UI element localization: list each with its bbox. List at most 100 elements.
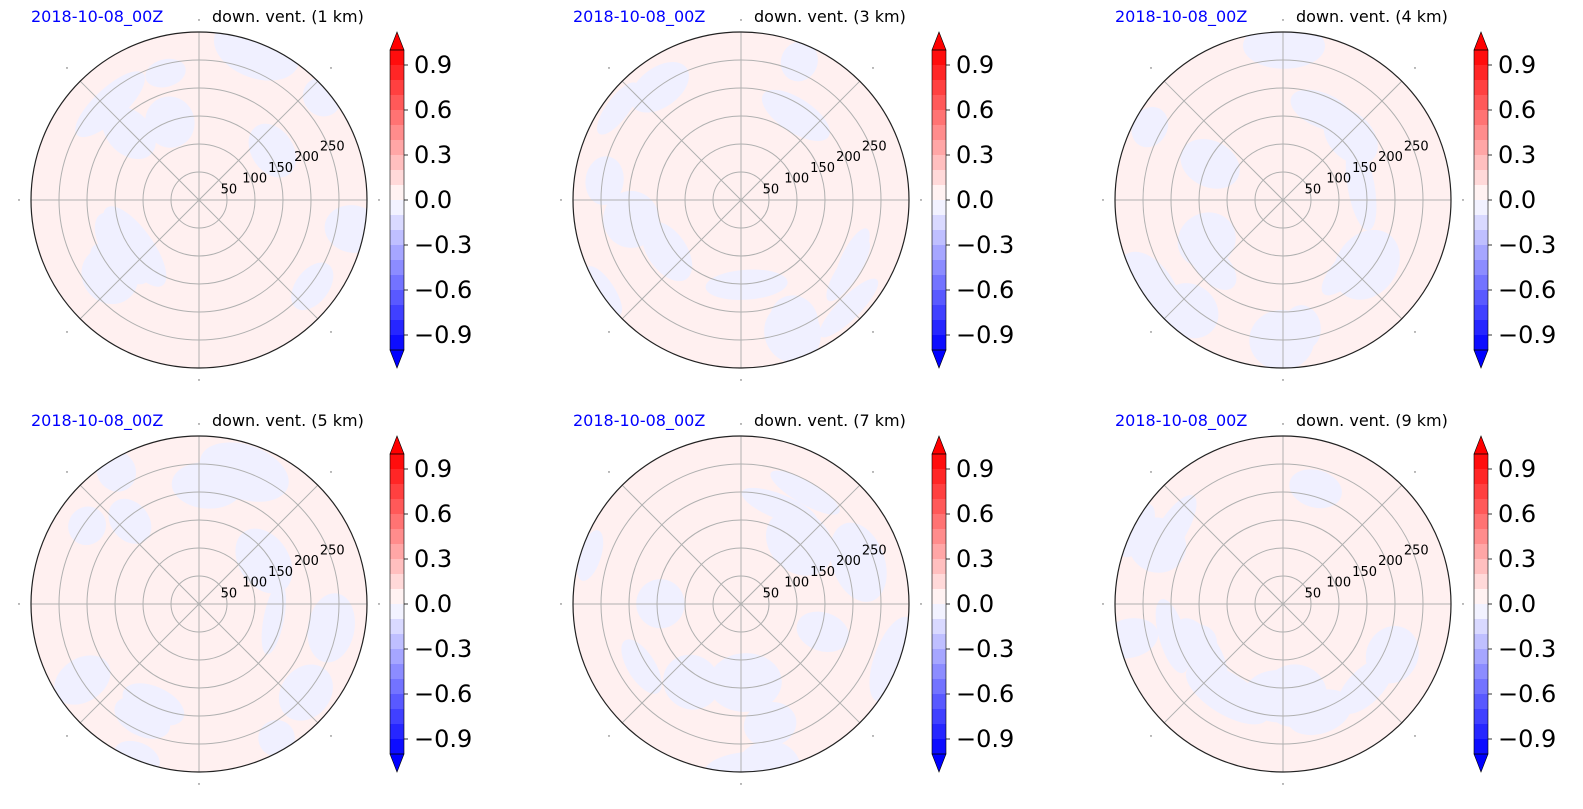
polar-panel: 2018-10-08_00Z down. vent. (7 km) 50 100 150… [542, 404, 1082, 799]
angular-gridline [1163, 484, 1284, 605]
panel-date: 2018-10-08_00Z [1115, 7, 1248, 26]
angular-tick-mark [66, 331, 68, 333]
colorbar-level [390, 125, 404, 141]
colorbar-level [932, 110, 946, 126]
colorbar-level [390, 619, 404, 635]
radial-tick-label: 150 [268, 565, 293, 580]
angular-tick-mark [740, 423, 742, 425]
panel-title: down. vent. (5 km) [212, 411, 364, 430]
angular-tick-mark [920, 603, 922, 605]
colorbar-level [390, 709, 404, 725]
radial-tick-label: 100 [1326, 576, 1351, 591]
colorbar-level [1474, 469, 1488, 485]
colorbar: 0.9 0.6 0.3 0.0 −0.3 −0.6 −0.9 [389, 435, 472, 773]
colorbar-tick-label: 0.0 [956, 590, 994, 618]
field-negative-region [1243, 32, 1325, 69]
colorbar-level [932, 454, 946, 470]
colorbar-level [390, 649, 404, 665]
field-negative-region [741, 487, 818, 526]
radial-tick-label: 250 [320, 139, 345, 154]
colorbar-tick-label: −0.6 [1498, 680, 1556, 708]
colorbar-level [390, 185, 404, 201]
colorbar-tick-label: −0.6 [956, 276, 1014, 304]
field-negative-region [1174, 618, 1228, 690]
angular-tick-mark [872, 471, 874, 473]
colorbar-level [1474, 694, 1488, 710]
colorbar-level [1474, 335, 1488, 351]
colorbar-tick-label: 0.9 [956, 455, 994, 483]
angular-gridline [1282, 484, 1403, 605]
angular-tick-mark [920, 199, 922, 201]
polar-boundary [572, 31, 910, 369]
colorbar-extend-max [389, 31, 405, 51]
angular-gridline [621, 484, 742, 605]
colorbar-level [932, 80, 946, 96]
colorbar-tick-label: 0.3 [1498, 545, 1536, 573]
field-negative-region [621, 639, 662, 694]
angular-gridline [1282, 80, 1403, 201]
colorbar-level [932, 95, 946, 111]
radial-tick-label: 250 [862, 543, 887, 558]
radial-tick-label: 100 [1326, 172, 1351, 187]
colorbar-level [390, 739, 404, 755]
colorbar-tick-label: −0.3 [414, 231, 472, 259]
angular-tick-mark [330, 67, 332, 69]
colorbar-level [1474, 155, 1488, 171]
colorbar-level [1474, 140, 1488, 156]
field-negative-region [770, 470, 840, 515]
radial-tick-label: 250 [1404, 139, 1429, 154]
colorbar-level [932, 65, 946, 81]
angular-tick-mark [608, 735, 610, 737]
colorbar-level [390, 275, 404, 291]
colorbar-level [390, 170, 404, 186]
angular-tick-mark [1102, 603, 1104, 605]
radial-tick-label: 250 [862, 139, 887, 154]
radial-tick-label: 50 [763, 182, 780, 197]
angular-gridline [198, 80, 319, 201]
colorbar-level [932, 709, 946, 725]
colorbar-level [390, 574, 404, 590]
colorbar-level [1474, 559, 1488, 575]
radial-tick-label: 50 [1305, 182, 1322, 197]
colorbar-level [390, 454, 404, 470]
colorbar-extend-min [1473, 753, 1489, 773]
colorbar-level [1474, 185, 1488, 201]
colorbar-level [390, 544, 404, 560]
angular-tick-mark [1102, 199, 1104, 201]
colorbar-tick-label: −0.9 [1498, 321, 1556, 349]
colorbar-level [932, 275, 946, 291]
colorbar-level [390, 469, 404, 485]
field-negative-region [75, 71, 145, 138]
angular-gridline [79, 199, 200, 320]
field-negative-region [248, 123, 297, 178]
angular-tick-mark [66, 67, 68, 69]
angular-tick-mark [1414, 331, 1416, 333]
colorbar-level [390, 499, 404, 515]
colorbar-level [932, 230, 946, 246]
polar-panel: 2018-10-08_00Z down. vent. (4 km) 50 100 150… [1084, 0, 1583, 395]
angular-tick-mark [1414, 471, 1416, 473]
colorbar-level [932, 245, 946, 261]
angular-gridline [1163, 199, 1284, 320]
angular-tick-mark [1150, 471, 1152, 473]
colorbar-level [932, 125, 946, 141]
colorbar-tick-label: 0.0 [956, 186, 994, 214]
colorbar-tick-label: −0.3 [956, 231, 1014, 259]
polar-panel: 2018-10-08_00Z down. vent. (1 km) 50 100 150… [0, 0, 540, 395]
colorbar: 0.9 0.6 0.3 0.0 −0.3 −0.6 −0.9 [1473, 31, 1556, 369]
field-negative-region [108, 498, 152, 544]
angular-gridline [198, 199, 319, 320]
panel-date: 2018-10-08_00Z [1115, 411, 1248, 430]
field-negative-region [576, 530, 604, 581]
colorbar-level [1474, 290, 1488, 306]
field-negative-region [1345, 142, 1377, 231]
radial-tick-label: 150 [1352, 161, 1377, 176]
colorbar-level [1474, 230, 1488, 246]
radial-tick-label: 50 [763, 586, 780, 601]
field-negative-region [585, 266, 623, 317]
colorbar-tick-label: 0.6 [1498, 96, 1536, 124]
angular-tick-mark [198, 19, 200, 21]
field-negative-region [630, 62, 689, 113]
colorbar-tick-label: −0.9 [956, 321, 1014, 349]
